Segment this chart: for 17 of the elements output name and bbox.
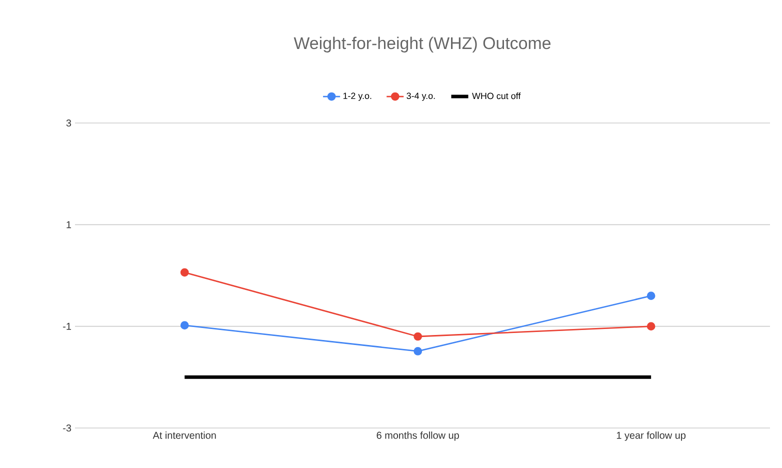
y-tick-label: -1 bbox=[63, 322, 72, 330]
legend-label: 3-4 y.o. bbox=[406, 92, 435, 101]
point bbox=[414, 332, 422, 341]
x-tick-label: At intervention bbox=[152, 432, 216, 439]
point bbox=[180, 321, 189, 330]
x-tick-label: 6 months follow up bbox=[376, 432, 459, 441]
point bbox=[180, 268, 189, 277]
legend-label: WHO cut off bbox=[472, 92, 521, 100]
chart-title: Weight-for-height (WHZ) Outcome bbox=[294, 36, 551, 52]
point bbox=[414, 347, 422, 356]
y-tick-label: -3 bbox=[63, 424, 72, 432]
point bbox=[646, 322, 656, 331]
point bbox=[646, 292, 656, 300]
y-tick-label: 3 bbox=[66, 119, 72, 127]
x-tick-label: 1 year follow up bbox=[616, 432, 686, 441]
y-tick-label: 1 bbox=[66, 221, 72, 228]
legend-label: 1-2 y.o. bbox=[343, 92, 372, 101]
